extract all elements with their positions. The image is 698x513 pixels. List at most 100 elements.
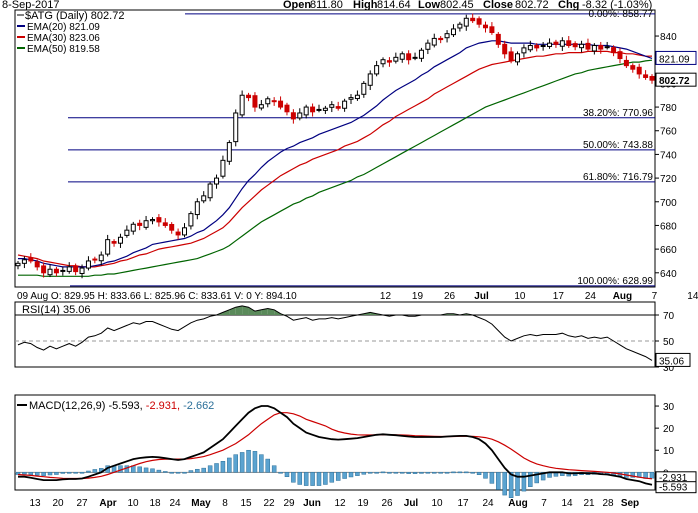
candle-body [156, 217, 162, 223]
macd-histogram-bar [380, 471, 386, 474]
macd-histogram-bar [188, 470, 194, 473]
candle-body [149, 219, 155, 222]
macd-histogram-bar [297, 472, 303, 485]
bottom-x-label: Apr [99, 498, 116, 509]
macd-histogram-bar [265, 458, 271, 473]
price-y-tick-label: 640 [660, 269, 677, 280]
bottom-x-label: 18 [149, 498, 161, 509]
candle-body [649, 76, 655, 81]
candle-body [182, 227, 188, 236]
price-x-label: Aug [613, 291, 632, 302]
macd-histogram-bar [47, 472, 53, 476]
price-y-tick-label: 660 [660, 245, 677, 256]
candle-body [310, 106, 316, 113]
candle-body [482, 24, 488, 29]
fib-label: 50.00%: 743.88 [583, 140, 653, 151]
bottom-x-label: Jul [404, 498, 419, 509]
price-x-label: Jul [474, 291, 489, 302]
candle-body [559, 40, 565, 47]
candle-body [450, 28, 456, 36]
candle-body [15, 262, 21, 267]
candle-body [85, 260, 91, 269]
macd-histogram-bar [432, 472, 437, 474]
rsi-overbought-fill [248, 307, 255, 315]
bottom-x-label: Aug [508, 498, 527, 509]
macd-histogram-bar [496, 472, 501, 490]
legend-ema30: EMA(30) 823.06 [27, 33, 100, 44]
candle-body [534, 45, 540, 49]
rsi-overbought-fill [235, 305, 243, 315]
macd-histogram-bar [323, 472, 328, 485]
candle-body [399, 53, 405, 60]
bottom-x-label: 13 [29, 498, 41, 509]
candle-body [553, 41, 559, 45]
candle-body [297, 112, 303, 119]
candle-body [162, 222, 168, 226]
bottom-x-label: 27 [76, 498, 88, 509]
candle-body [418, 49, 424, 59]
candle-body [124, 229, 130, 236]
bottom-x-label: 29 [283, 498, 295, 509]
macd-histogram-bar [169, 472, 174, 474]
macd-histogram-bar [233, 454, 238, 473]
macd-histogram-bar [393, 472, 399, 474]
macd-label: MACD(12,26,9) -5.593, -2.931, -2.662 [29, 400, 214, 412]
macd-y-tick-label: 30 [663, 402, 675, 413]
macd-histogram-bar [28, 472, 34, 476]
macd-histogram-bar [214, 463, 219, 473]
fib-label: 0.00%: 858.77 [589, 9, 654, 20]
macd-histogram-bar [246, 449, 251, 473]
bottom-x-label: 17 [457, 498, 469, 509]
header-open-label: Open [283, 0, 311, 11]
bottom-x-label: 24 [169, 498, 181, 509]
candle-body [98, 254, 104, 262]
candle-body [41, 265, 47, 274]
bottom-x-label: 21 [583, 498, 595, 509]
macd-histogram-bar [34, 472, 40, 476]
macd-histogram-bar [195, 468, 200, 473]
ema20-value-box [655, 50, 697, 65]
macd-histogram-bar [528, 472, 533, 487]
candle-body [489, 26, 495, 33]
macd-histogram-bar [387, 472, 392, 474]
close-value-text: 802.72 [659, 76, 690, 87]
macd-histogram-bar [201, 467, 206, 473]
candle-body [380, 59, 386, 65]
candle-body [175, 231, 181, 236]
macd-signal-value-text: -2.931 [659, 473, 688, 484]
candle-body [617, 51, 623, 60]
macd-histogram-bar [271, 465, 277, 473]
macd-histogram-bar [399, 472, 405, 474]
price-y-tick-label: 780 [660, 103, 677, 114]
macd-histogram-bar [291, 472, 296, 483]
candle-body [73, 265, 79, 273]
ema20-line [18, 40, 653, 268]
macd-histogram-bar [182, 472, 187, 474]
bottom-x-label: May [191, 498, 211, 509]
candle-body [521, 47, 527, 54]
candle-body [34, 261, 40, 268]
macd-histogram-bar [425, 472, 431, 474]
bottom-x-label: Sep [621, 498, 639, 509]
macd-signal-line [17, 412, 653, 480]
rsi-y-tick-label: 30 [663, 363, 675, 374]
macd-histogram-bar [649, 472, 655, 479]
candle-body [393, 56, 399, 62]
bottom-x-label: 22 [263, 498, 275, 509]
header-high-label: High [353, 0, 378, 11]
macd-y-tick-label: 10 [663, 446, 675, 457]
candle-body [585, 42, 591, 50]
bottom-x-label: 8 [222, 498, 228, 509]
candle-body [28, 257, 34, 262]
macd-histogram-bar [60, 472, 66, 474]
macd-histogram-bar [303, 472, 309, 486]
rsi-value-box [655, 352, 691, 367]
candle-body [547, 42, 553, 47]
macd-line [18, 405, 653, 486]
price-y-tick-label: 760 [660, 127, 677, 138]
candle-body [335, 106, 341, 109]
header-close-label: Close [483, 0, 513, 11]
bottom-x-label: 10 [127, 498, 139, 509]
ohlc-readout: 09 Aug O: 829.95 H: 833.66 L: 825.96 C: … [17, 291, 297, 302]
candle-body [169, 223, 175, 231]
